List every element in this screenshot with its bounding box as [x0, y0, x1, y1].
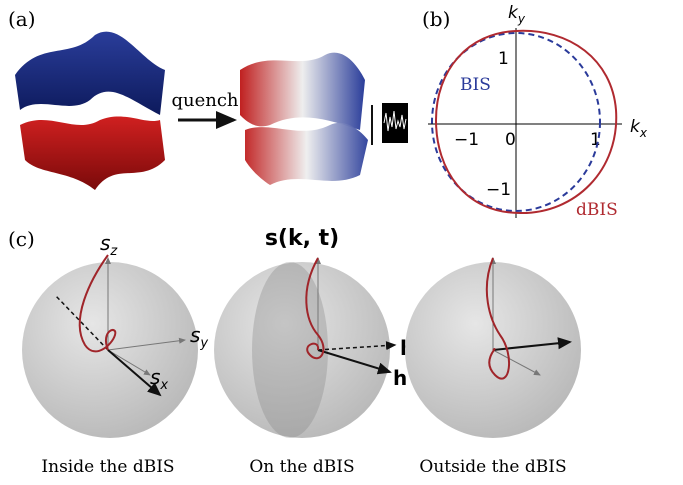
dbis-curve [436, 31, 616, 213]
curve-label: BIS [460, 75, 491, 95]
plane [252, 262, 328, 438]
sphere-title: s(k, t) [265, 226, 339, 251]
panel-label: (a) [8, 7, 36, 31]
y-tick-label: −1 [486, 180, 511, 200]
lower-band [20, 116, 165, 190]
panel-label: (b) [422, 7, 450, 31]
vector-label: h [393, 366, 407, 390]
sphere-3: Outside the dBIS [405, 258, 581, 477]
quenched-band [240, 53, 365, 130]
sphere-2: s(k, t) hso h On the dBIS [214, 226, 429, 477]
sphere-1: sz sy sx Inside the dBIS [22, 231, 208, 477]
panel-label: (c) [8, 227, 35, 251]
y-tick-label: 1 [498, 49, 509, 69]
caption: Outside the dBIS [419, 457, 566, 477]
y-axis-label: ky [508, 3, 526, 26]
caption: On the dBIS [249, 457, 354, 477]
axis-label: sy [190, 323, 208, 351]
caption: Inside the dBIS [41, 457, 174, 477]
axis-label: sz [100, 231, 118, 259]
figure: (a) quench (b) kx ky −1 0 1 1 −1 BIS dBI… [0, 0, 683, 485]
x-tick-label: 0 [505, 130, 516, 150]
quenched-band [245, 123, 368, 185]
x-tick-label: −1 [454, 130, 479, 150]
upper-band [15, 32, 165, 115]
x-axis-label: kx [630, 117, 648, 140]
arrow-label: quench [171, 90, 238, 111]
curve-label: dBIS [576, 200, 618, 220]
